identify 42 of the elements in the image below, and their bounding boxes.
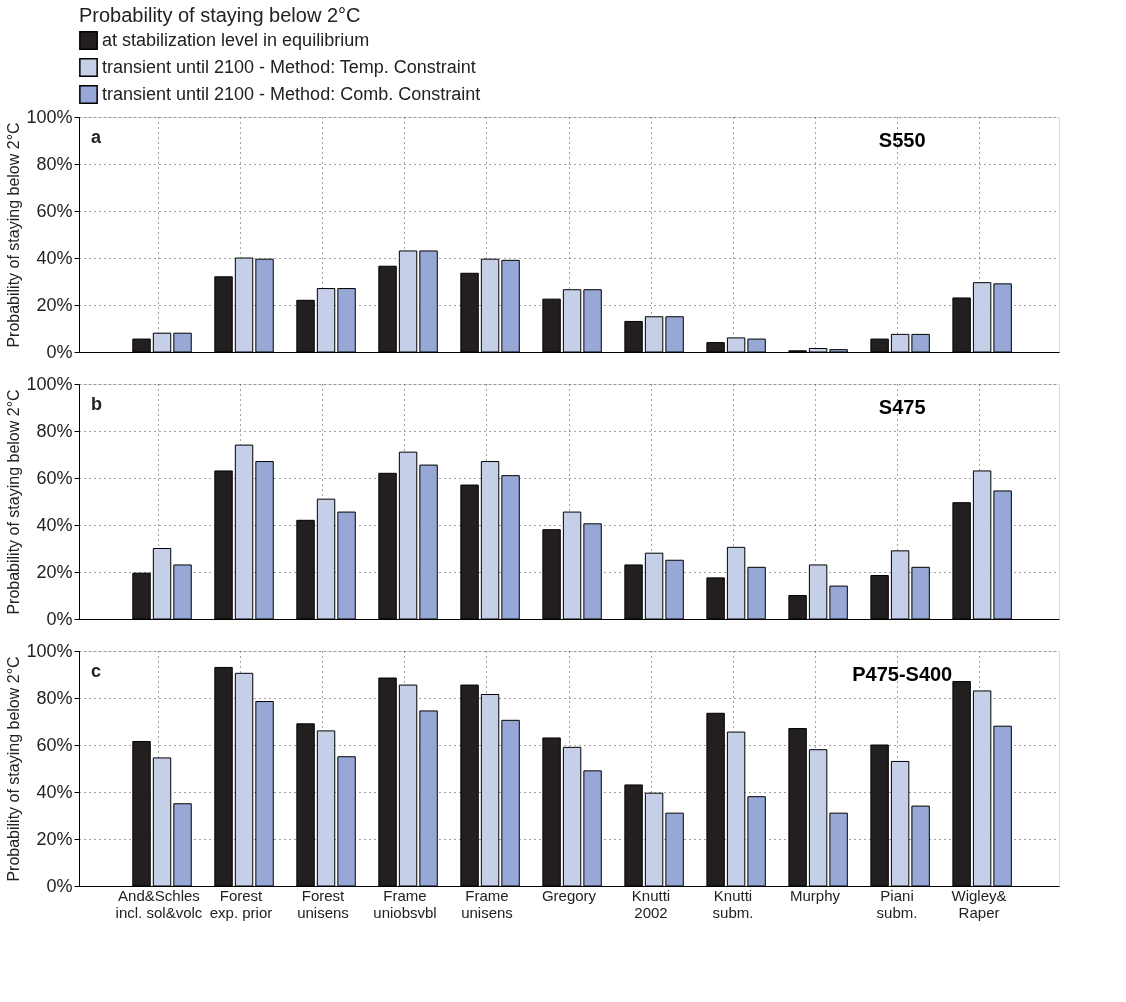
x-tick-label: Murphy <box>790 886 841 904</box>
y-tick-label: 80% <box>36 153 73 174</box>
x-tick-label: Gregory <box>541 886 597 904</box>
x-tick-label: Knutti 2002 <box>631 886 671 921</box>
annotation: S475 <box>878 396 926 418</box>
y-tick-label: 60% <box>36 734 73 755</box>
legend-label: at stabilization level in equilibrium <box>102 29 370 50</box>
y-tick-label: 60% <box>36 200 73 221</box>
y-tick-label: 20% <box>36 561 73 582</box>
y-tick-label: 60% <box>36 467 73 488</box>
y-tick-label: 20% <box>36 294 73 315</box>
x-tick-label: Frame unisens <box>461 886 513 921</box>
x-tick-label: Forest unisens <box>297 886 349 921</box>
y-tick-label: 100% <box>26 106 73 127</box>
annotation: c <box>91 661 102 681</box>
y-tick-label: 20% <box>36 828 73 849</box>
x-tick-label: Piani subm. <box>876 886 918 921</box>
y-tick-label: 80% <box>36 687 73 708</box>
x-tick-label: Knutti subm. <box>712 886 754 921</box>
y-axis-title: Probability of staying below 2°C <box>5 656 23 882</box>
legend-label: transient until 2100 - Method: Comb. Constraint <box>102 83 481 104</box>
annotation: b <box>91 394 102 414</box>
y-tick-label: 40% <box>36 514 73 535</box>
legend-label: transient until 2100 - Method: Temp. Constraint <box>102 56 476 77</box>
legend-title: Probability of staying below 2°C <box>79 4 361 26</box>
y-tick-label: 100% <box>26 373 73 394</box>
x-tick-label: Frame uniobsvbl <box>373 886 437 921</box>
x-tick-label: And&Schles incl. sol&volc <box>115 886 203 921</box>
x-tick-label: Forest exp. prior <box>209 886 273 921</box>
y-tick-label: 0% <box>46 341 73 362</box>
y-tick-label: 0% <box>46 875 73 896</box>
y-axis-title: Probability of staying below 2°C <box>5 122 23 348</box>
y-tick-label: 0% <box>46 608 73 629</box>
annotation: a <box>91 127 102 147</box>
y-tick-label: 80% <box>36 420 73 441</box>
y-tick-label: 100% <box>26 640 73 661</box>
y-tick-label: 40% <box>36 781 73 802</box>
x-tick-label: Wigley& Raper <box>951 886 1007 921</box>
y-axis-title: Probability of staying below 2°C <box>5 389 23 615</box>
annotation: P475-S400 <box>852 663 953 685</box>
annotation: S550 <box>878 129 926 151</box>
y-tick-label: 40% <box>36 247 73 268</box>
